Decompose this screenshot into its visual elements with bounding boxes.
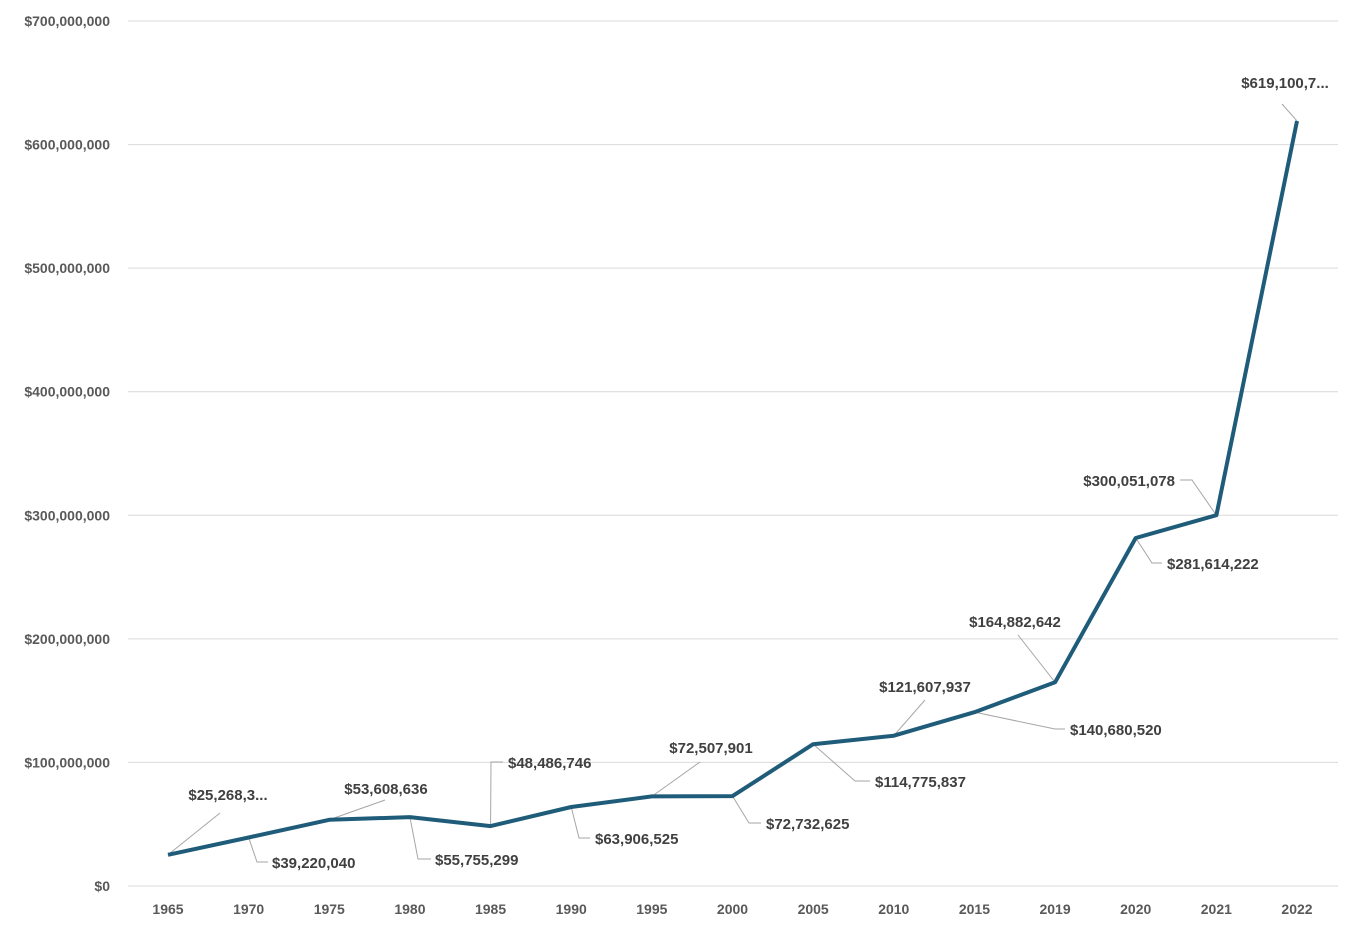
data-label: $53,608,636	[344, 781, 427, 798]
label-leader-line	[1017, 634, 1056, 683]
x-tick-label: 2010	[878, 901, 909, 917]
data-label: $140,680,520	[1070, 722, 1162, 739]
x-tick-label: 2022	[1281, 901, 1312, 917]
data-label: $63,906,525	[595, 831, 678, 848]
label-leader-line	[893, 699, 926, 737]
y-tick-label: $100,000,000	[24, 754, 110, 770]
y-tick-label: $500,000,000	[24, 260, 110, 276]
y-tick-label: $200,000,000	[24, 631, 110, 647]
label-leader-line	[651, 761, 701, 797]
data-label: $39,220,040	[272, 855, 355, 872]
label-leader-line	[490, 761, 503, 827]
y-tick-label: $300,000,000	[24, 507, 110, 523]
label-leader-line	[167, 812, 221, 856]
data-label: $121,607,937	[879, 679, 971, 696]
data-label: $48,486,746	[508, 755, 591, 772]
label-leader-line	[1281, 103, 1298, 122]
x-tick-label: 1980	[394, 901, 425, 917]
data-label: $72,507,901	[669, 740, 752, 757]
data-label: $281,614,222	[1167, 556, 1259, 573]
x-tick-label: 1975	[314, 901, 345, 917]
data-label: $619,100,7...	[1241, 75, 1329, 92]
label-leader-line	[570, 806, 590, 839]
x-tick-label: 2005	[798, 901, 829, 917]
x-tick-label: 1995	[636, 901, 667, 917]
x-tick-label: 1985	[475, 901, 506, 917]
label-leader-line	[329, 799, 386, 821]
x-tick-label: 2015	[959, 901, 990, 917]
x-tick-label: 2000	[717, 901, 748, 917]
label-leader-line	[1135, 537, 1162, 564]
y-tick-label: $600,000,000	[24, 137, 110, 153]
data-label: $25,268,3...	[188, 787, 267, 804]
x-tick-label: 2019	[1039, 901, 1070, 917]
x-tick-label: 2021	[1201, 901, 1232, 917]
label-leader-line	[409, 817, 431, 860]
y-tick-label: $0	[94, 878, 110, 894]
x-tick-label: 1965	[152, 901, 183, 917]
data-label: $164,882,642	[969, 614, 1061, 631]
y-tick-label: $400,000,000	[24, 384, 110, 400]
label-leader-line	[974, 711, 1065, 730]
data-label: $72,732,625	[766, 816, 849, 833]
data-label: $55,755,299	[435, 852, 518, 869]
label-leader-line	[812, 743, 870, 782]
data-label: $300,051,078	[1083, 473, 1175, 490]
label-leader-line	[1180, 479, 1217, 516]
label-leader-line	[732, 795, 761, 824]
x-tick-label: 1990	[556, 901, 587, 917]
data-label: $114,775,837	[875, 774, 966, 791]
label-leader-line	[248, 837, 268, 863]
series-line	[167, 120, 1299, 857]
x-tick-label: 1970	[233, 901, 264, 917]
y-tick-label: $700,000,000	[24, 13, 110, 29]
x-tick-label: 2020	[1120, 901, 1151, 917]
